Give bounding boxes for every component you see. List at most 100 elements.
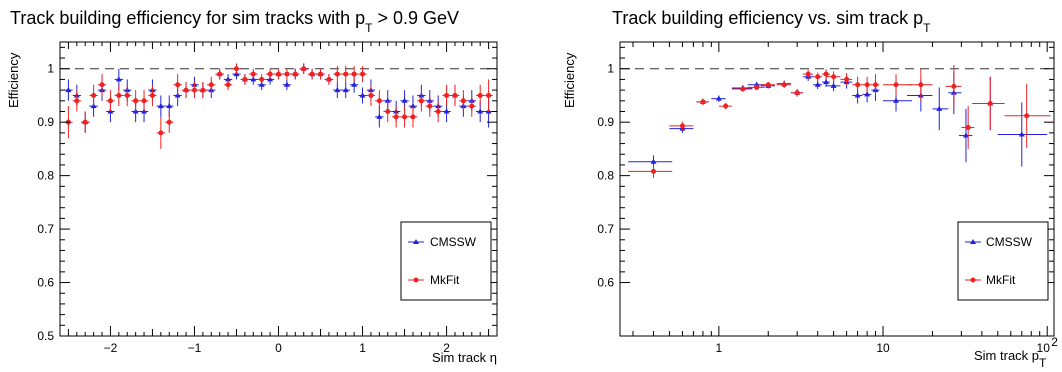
- right-y-tick-label: 0.6: [597, 276, 614, 290]
- left-cmssw-point: [342, 87, 349, 93]
- left-x-tick-label: 2: [443, 341, 450, 355]
- right-x-tick-label: 10: [1037, 341, 1051, 355]
- left-cmssw-point: [115, 76, 122, 82]
- left-cmssw-point: [477, 108, 484, 114]
- left-cmssw-point: [225, 76, 232, 82]
- left-cmssw-point: [384, 97, 391, 103]
- left-panel: Track building efficiency for sim tracks…: [6, 8, 498, 365]
- left-mkfit-point: [309, 71, 315, 77]
- left-mkfit-point: [74, 98, 80, 104]
- left-mkfit-point: [427, 103, 433, 109]
- right-mkfit-point: [805, 71, 811, 77]
- left-mkfit-point: [452, 92, 458, 98]
- left-mkfit-point: [242, 76, 248, 82]
- right-x-axis-label: Sim track pT: [974, 348, 1047, 370]
- left-cmssw-point: [334, 87, 341, 93]
- left-mkfit-point: [418, 98, 424, 104]
- right-mkfit-point: [855, 82, 861, 88]
- left-mkfit-point: [200, 87, 206, 93]
- left-mkfit-point: [393, 114, 399, 120]
- left-cmssw-point: [376, 113, 383, 119]
- right-y-tick-label: 0.7: [597, 222, 614, 236]
- right-cmssw-point: [814, 81, 821, 87]
- left-legend-cmssw-label: CMSSW: [430, 235, 477, 249]
- right-title-main: Track building efficiency vs. sim track …: [612, 8, 923, 28]
- right-x-tick-exponent: 2: [1051, 335, 1058, 349]
- right-mkfit-point: [651, 168, 657, 174]
- left-cmssw-point: [157, 103, 164, 109]
- right-mkfit-point: [765, 82, 771, 88]
- left-y-tick-label: 0.5: [37, 329, 54, 343]
- left-x-tick-label: −2: [104, 341, 118, 355]
- left-mkfit-point: [208, 82, 214, 88]
- left-mkfit-point: [149, 92, 155, 98]
- left-mkfit-point: [351, 71, 357, 77]
- left-x-tick-label: 1: [359, 341, 366, 355]
- left-legend: CMSSW MkFit: [400, 221, 492, 301]
- right-mkfit-point: [740, 86, 746, 92]
- left-mkfit-point: [477, 92, 483, 98]
- left-title-tail: > 0.9 GeV: [372, 8, 459, 28]
- left-x-tick-label: −1: [188, 341, 202, 355]
- left-cmssw-point: [401, 97, 408, 103]
- right-x-axis-label-sub: T: [1039, 356, 1047, 370]
- left-y-tick-label: 0.7: [37, 222, 54, 236]
- right-mkfit-point: [873, 82, 879, 88]
- right-mkfit-point: [893, 82, 899, 88]
- left-mkfit-point: [486, 92, 492, 98]
- right-cmssw-point: [936, 105, 943, 111]
- right-mkfit-point: [823, 71, 829, 77]
- left-mkfit-point: [284, 71, 290, 77]
- left-mkfit-point: [158, 130, 164, 136]
- right-mkfit-point: [815, 74, 821, 80]
- left-y-axis-label: Efficiency: [6, 52, 21, 108]
- left-mkfit-point: [133, 98, 139, 104]
- right-mkfit-point: [965, 125, 971, 131]
- left-mkfit-point: [259, 76, 265, 82]
- left-cmssw-point: [359, 92, 366, 98]
- right-panel: Track building efficiency vs. sim track …: [562, 8, 1058, 370]
- right-cmssw-point: [1018, 131, 1025, 137]
- right-mkfit-point: [918, 82, 924, 88]
- left-mkfit-point: [326, 76, 332, 82]
- left-mkfit-point: [360, 71, 366, 77]
- right-y-axis-label: Efficiency: [562, 52, 577, 108]
- left-x-axis-label: Sim track η: [432, 350, 497, 365]
- left-mkfit-point: [124, 92, 130, 98]
- left-cmssw-point: [65, 87, 72, 93]
- right-mkfit-point: [844, 76, 850, 82]
- right-mkfit-point: [700, 99, 706, 105]
- left-x-tick-label: 0: [275, 341, 282, 355]
- right-data-marks: [620, 64, 1054, 178]
- left-data-marks: [60, 63, 497, 149]
- right-legend-mkfit-label: MkFit: [986, 273, 1016, 287]
- left-mkfit-point: [183, 87, 189, 93]
- left-mkfit-point: [233, 66, 239, 72]
- left-mkfit-point: [225, 82, 231, 88]
- right-plot-frame: [619, 41, 1055, 337]
- right-mkfit-point: [831, 74, 837, 80]
- left-mkfit-point: [469, 103, 475, 109]
- left-y-tick-label: 1: [47, 62, 54, 76]
- left-mkfit-point: [402, 114, 408, 120]
- right-cmssw-point: [893, 97, 900, 103]
- right-mkfit-point: [781, 82, 787, 88]
- right-y-tick-label: 0.9: [597, 115, 614, 129]
- left-title-subscript: T: [365, 21, 373, 35]
- right-legend-cmssw-label: CMSSW: [986, 235, 1033, 249]
- left-mkfit-point: [82, 119, 88, 125]
- right-cmssw-point: [715, 95, 722, 101]
- left-mkfit-point: [91, 92, 97, 98]
- right-mkfit-point: [1024, 113, 1030, 119]
- right-cmssw-point: [962, 132, 969, 138]
- left-mkfit-point: [318, 71, 324, 77]
- left-cmssw-point: [166, 103, 173, 109]
- right-legend-mkfit-marker: [970, 277, 976, 283]
- left-cmssw-point: [351, 81, 358, 87]
- right-x-tick-label: 10: [876, 341, 890, 355]
- left-mkfit-point: [368, 92, 374, 98]
- left-mkfit-point: [292, 71, 298, 77]
- right-y-tick-label: 0.8: [597, 169, 614, 183]
- left-title-main: Track building efficiency for sim tracks…: [10, 8, 365, 28]
